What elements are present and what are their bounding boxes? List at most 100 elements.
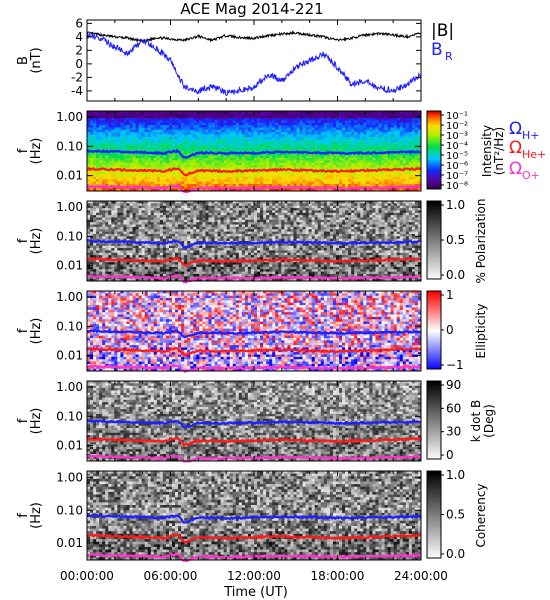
spectrogram-cell	[165, 125, 170, 128]
spectrogram-cell	[205, 172, 209, 175]
spectrogram-cell	[402, 143, 407, 147]
spectrogram-cell	[168, 226, 173, 230]
spectrogram-cell	[175, 219, 179, 223]
spectrogram-cell	[99, 215, 103, 218]
spectrogram-cell	[123, 271, 127, 275]
spectrogram-cell	[287, 111, 291, 114]
spectrogram-cell	[299, 118, 303, 121]
spectrogram-cell	[144, 236, 149, 240]
spectrogram-cell	[165, 179, 170, 182]
spectrogram-cell	[205, 181, 209, 185]
spectrogram-cell	[105, 118, 109, 121]
spectrogram-cell	[223, 179, 228, 182]
spectrogram-cell	[299, 127, 303, 131]
spectrogram-cell	[102, 139, 106, 142]
spectrogram-cell	[108, 212, 112, 216]
spectrogram-cell	[272, 179, 276, 182]
spectrogram-cell	[348, 146, 352, 150]
spectrogram-cell	[320, 136, 325, 140]
spectrogram-cell	[244, 148, 249, 152]
spectrogram-cell	[108, 115, 112, 119]
spectrogram-cell	[354, 155, 358, 159]
spectrogram-cell	[181, 222, 185, 225]
spectrogram-cell	[366, 160, 370, 164]
spectrogram-cell	[311, 160, 316, 164]
spectrogram-cell	[168, 155, 173, 159]
spectrogram-cell	[290, 143, 294, 147]
spectrogram-cell	[102, 115, 106, 119]
spectrogram-cell	[126, 269, 130, 272]
spectrogram-cell	[165, 201, 170, 204]
spectrogram-cell	[232, 162, 237, 166]
spectrogram-cell	[254, 176, 258, 180]
colorbar-step	[427, 130, 441, 133]
spectrogram-cell	[138, 179, 143, 182]
spectrogram-cell	[187, 115, 191, 119]
spectrogram-cell	[342, 160, 346, 164]
spectrogram-cell	[317, 115, 322, 119]
spectrogram-cell	[302, 176, 307, 180]
spectrogram-cell	[260, 174, 264, 178]
spectrogram-cell	[375, 139, 379, 142]
spectrogram-cell	[156, 181, 161, 185]
spectrogram-cell	[138, 162, 143, 166]
spectrogram-cell	[120, 245, 124, 249]
spectrogram-cell	[390, 172, 395, 175]
spectrogram-cell	[117, 226, 121, 230]
spectrogram-cell	[381, 153, 385, 157]
spectrogram-cell	[281, 160, 285, 164]
spectrogram-cell	[172, 215, 176, 218]
spectrogram-cell	[332, 122, 337, 126]
spectrogram-cell	[162, 248, 167, 251]
spectrogram-cell	[311, 162, 316, 166]
spectrogram-cell	[323, 113, 328, 117]
spectrogram-cell	[284, 181, 288, 185]
colorbar-tick-label: 10⁻¹	[446, 111, 468, 122]
spectrogram-cell	[396, 127, 401, 131]
spectrogram-cell	[363, 158, 367, 161]
spectrogram-cell	[357, 122, 361, 126]
spectrogram-cell	[354, 158, 358, 161]
spectrogram-cell	[211, 183, 215, 187]
spectrogram-cell	[175, 229, 179, 232]
spectrogram-cell	[205, 136, 209, 140]
spectrogram-cell	[105, 215, 109, 218]
spectrogram-cell	[102, 162, 106, 166]
spectrogram-cell	[114, 203, 118, 207]
colorbar-step	[427, 116, 441, 120]
spectrogram-cell	[247, 174, 252, 178]
spectrogram-cell	[117, 259, 121, 263]
spectrogram-cell	[114, 162, 118, 166]
spectrogram-cell	[153, 115, 158, 119]
spectrogram-cell	[120, 233, 124, 237]
spectrogram-cell	[302, 136, 307, 140]
spectrogram-cell	[117, 208, 121, 211]
spectrogram-cell	[205, 167, 209, 171]
spectrogram-cell	[108, 172, 112, 175]
spectrogram-cell	[162, 212, 167, 216]
spectrogram-cell	[87, 120, 91, 124]
spectrogram-cell	[287, 160, 291, 164]
spectrogram-cell	[123, 262, 127, 265]
spectrogram-cell	[150, 222, 155, 225]
spectrogram-cell	[162, 203, 167, 207]
spectrogram-cell	[284, 143, 288, 147]
spectrogram-cell	[275, 172, 279, 175]
spectrogram-cell	[211, 111, 215, 114]
spectrogram-cell	[293, 188, 297, 192]
spectrogram-cell	[284, 141, 288, 145]
spectrogram-cell	[147, 183, 152, 187]
spectrogram-cell	[117, 262, 121, 265]
spectrogram-cell	[144, 273, 149, 277]
spectrogram-cell	[96, 278, 100, 282]
spectrogram-cell	[108, 158, 112, 161]
spectrogram-cell	[172, 266, 176, 270]
spectrogram-cell	[342, 136, 346, 140]
spectrogram-cell	[90, 139, 94, 142]
spectrogram-cell	[217, 158, 221, 161]
spectrogram-cell	[178, 224, 182, 228]
spectrogram-cell	[402, 120, 407, 124]
spectrogram-cell	[111, 153, 115, 157]
spectrogram-cell	[196, 174, 200, 178]
spectrogram-cell	[360, 122, 364, 126]
